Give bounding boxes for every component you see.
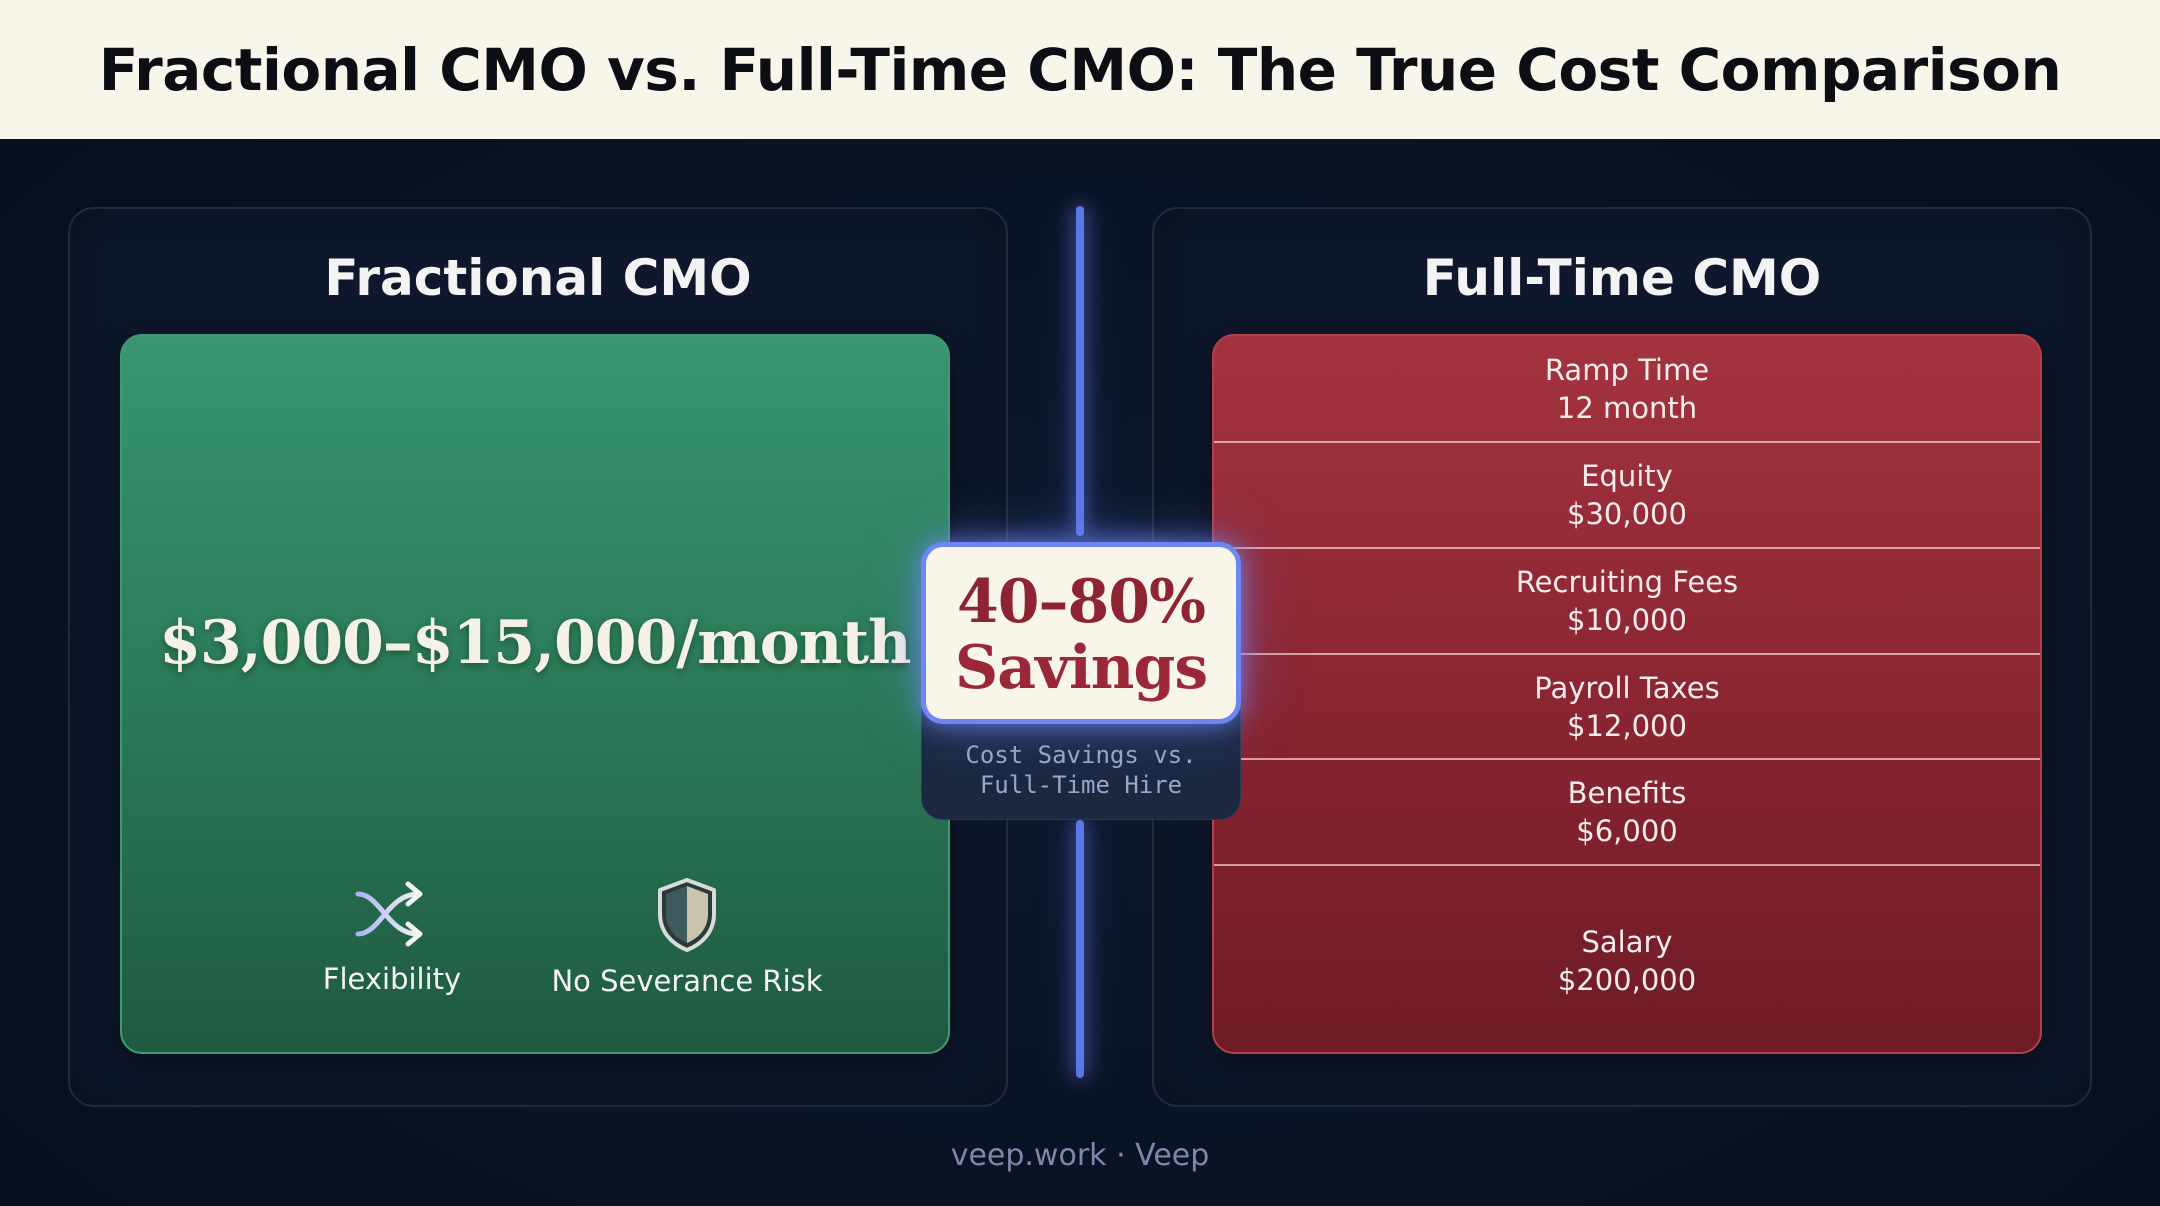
cost-row-payroll-taxes: Payroll Taxes $12,000 bbox=[1214, 655, 2040, 760]
fractional-price: $3,000–$15,000/month bbox=[159, 608, 911, 678]
cost-value: $12,000 bbox=[1567, 708, 1687, 743]
cost-value: 12 month bbox=[1556, 390, 1698, 425]
center-divider-bottom bbox=[1076, 820, 1084, 1078]
center-divider-top bbox=[1076, 206, 1084, 536]
cost-value: $10,000 bbox=[1567, 603, 1687, 637]
savings-percent: 40–80% bbox=[956, 567, 1206, 637]
cost-label: Ramp Time bbox=[1544, 352, 1710, 387]
cost-label: Benefits bbox=[1567, 776, 1687, 810]
cost-label: Payroll Taxes bbox=[1534, 670, 1720, 705]
cost-label: Equity bbox=[1581, 459, 1673, 493]
header-bar: Fractional CMO vs. Full-Time CMO: The Tr… bbox=[0, 0, 2160, 139]
fulltime-panel: Full-Time CMO Ramp Time 12 month Equity … bbox=[1152, 207, 2092, 1107]
fractional-panel: Fractional CMO $3,000–$15,000/month bbox=[68, 207, 1008, 1107]
cost-row-recruiting-fees: Recruiting Fees $10,000 bbox=[1214, 549, 2040, 655]
feature-flexibility: Flexibility bbox=[292, 876, 492, 996]
cost-label: Salary bbox=[1581, 925, 1673, 959]
cost-value: $30,000 bbox=[1567, 497, 1687, 531]
savings-caption-line: Full-Time Hire bbox=[979, 771, 1183, 799]
cost-label: Recruiting Fees bbox=[1515, 565, 1739, 599]
cost-row-equity: Equity $30,000 bbox=[1214, 443, 2040, 549]
feature-no-severance-risk: No Severance Risk bbox=[522, 876, 852, 998]
page-title: Fractional CMO vs. Full-Time CMO: The Tr… bbox=[98, 35, 2062, 104]
cost-row-salary: Salary $200,000 bbox=[1214, 866, 2040, 1052]
cost-row-benefits: Benefits $6,000 bbox=[1214, 760, 2040, 866]
feature-label: Flexibility bbox=[322, 962, 462, 996]
fulltime-cost-stack: Ramp Time 12 month Equity $30,000 Recrui… bbox=[1212, 334, 2042, 1054]
shuffle-icon bbox=[292, 876, 492, 952]
footer-credit: veep.work · Veep bbox=[950, 1138, 1210, 1173]
feature-label: No Severance Risk bbox=[551, 964, 823, 998]
fractional-cost-card: $3,000–$15,000/month Flexibility bbox=[120, 334, 950, 1054]
fractional-title: Fractional CMO bbox=[324, 249, 752, 307]
savings-word: Savings bbox=[954, 633, 1208, 703]
savings-badge: 40–80% Savings bbox=[921, 542, 1241, 724]
cost-row-ramp-time: Ramp Time 12 month bbox=[1214, 336, 2040, 443]
savings-caption: Cost Savings vs. Full-Time Hire bbox=[921, 740, 1241, 800]
cost-value: $6,000 bbox=[1576, 814, 1678, 848]
savings-caption-line: Cost Savings vs. bbox=[965, 741, 1197, 769]
fulltime-title: Full-Time CMO bbox=[1422, 249, 1822, 307]
shield-icon bbox=[522, 876, 852, 954]
cost-value: $200,000 bbox=[1557, 963, 1697, 997]
